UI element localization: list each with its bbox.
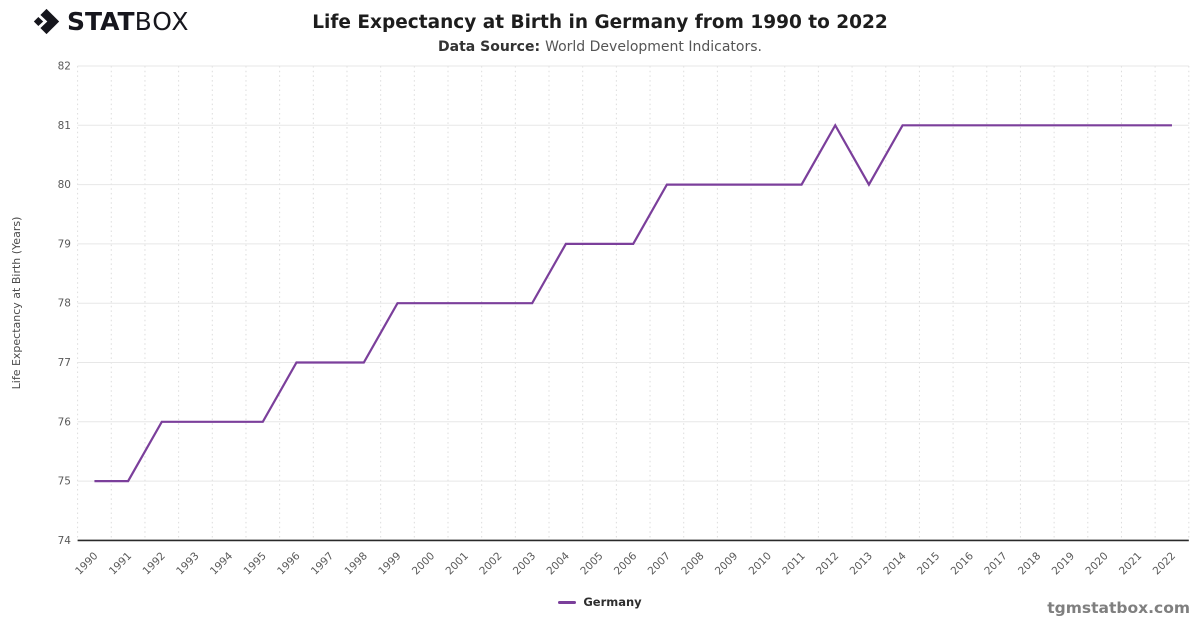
statbox-logo-text: STATBOX	[67, 8, 190, 35]
y-tick-label: 75	[58, 476, 71, 488]
statbox-diamond-icon	[33, 8, 60, 35]
x-tick-label: 2016	[949, 550, 977, 578]
x-tick-label: 2007	[646, 550, 673, 577]
x-tick-label: 1992	[141, 550, 168, 577]
x-tick-label: 2013	[848, 550, 875, 577]
x-tick-label: 2014	[881, 550, 909, 578]
x-tick-label: 2000	[410, 550, 437, 577]
x-tick-label: 2012	[814, 550, 841, 577]
legend-line-swatch	[558, 600, 577, 604]
y-tick-label: 82	[58, 61, 71, 73]
logo-stat-text: STAT	[67, 7, 135, 36]
x-tick-label: 2022	[1151, 550, 1178, 577]
chart-subtitle: Data Source: World Development Indicators…	[0, 39, 1200, 55]
x-tick-label: 1998	[343, 550, 370, 577]
y-tick-label: 81	[58, 120, 71, 132]
x-tick-label: 2009	[713, 550, 740, 577]
x-tick-label: 2003	[511, 550, 538, 577]
y-tick-label: 79	[58, 238, 71, 250]
x-tick-label: 2019	[1050, 550, 1077, 577]
x-tick-label: 2017	[982, 550, 1009, 577]
legend-label: Germany	[583, 595, 642, 609]
x-tick-label: 2004	[545, 550, 573, 578]
x-tick-label: 2006	[612, 550, 640, 578]
x-tick-label: 2002	[477, 550, 504, 577]
x-tick-label: 2015	[915, 550, 942, 577]
x-tick-label: 1990	[73, 550, 100, 577]
y-tick-label: 74	[58, 535, 72, 547]
x-tick-label: 1991	[107, 550, 134, 577]
x-tick-label: 2011	[780, 550, 807, 577]
y-tick-label: 78	[58, 298, 71, 310]
data-source-label: Data Source:	[438, 39, 541, 55]
x-tick-label: 2005	[578, 550, 605, 577]
x-tick-label: 1993	[174, 550, 201, 577]
x-tick-label: 2008	[679, 550, 706, 577]
data-source-text: World Development Indicators.	[545, 39, 762, 55]
x-tick-label: 1999	[376, 550, 403, 577]
x-tick-label: 2010	[747, 550, 774, 577]
germany-line-series	[94, 123, 1172, 483]
x-tick-label: 1997	[309, 550, 336, 577]
x-tick-label: 2018	[1016, 550, 1043, 577]
y-tick-label: 80	[58, 179, 71, 191]
y-tick-label: 77	[58, 357, 71, 369]
x-tick-label: 2020	[1083, 550, 1110, 577]
statbox-logo: STATBOX	[33, 8, 190, 35]
x-tick-label: 1996	[275, 550, 303, 578]
x-tick-label: 1995	[242, 550, 269, 577]
logo-box-text: BOX	[134, 7, 190, 36]
legend: Germany	[0, 592, 1200, 612]
x-tick-label: 2021	[1117, 550, 1144, 577]
y-axis-title: Life Expectancy at Birth (Years)	[10, 217, 23, 390]
watermark-link[interactable]: tgmstatbox.com	[1047, 599, 1190, 617]
chart-title: Life Expectancy at Birth in Germany from…	[312, 12, 888, 33]
x-tick-label: 1994	[208, 550, 236, 578]
x-tick-label: 2001	[444, 550, 471, 577]
y-tick-label: 76	[58, 416, 72, 428]
